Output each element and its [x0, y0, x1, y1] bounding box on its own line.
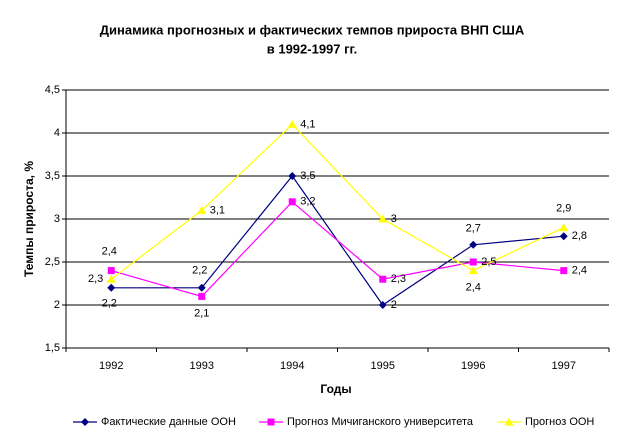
x-tick-label: 1994	[280, 360, 304, 372]
marker	[378, 301, 387, 309]
marker	[469, 240, 478, 249]
data-label: 3,5	[300, 170, 315, 182]
marker	[468, 266, 478, 275]
data-label: 2,8	[572, 230, 587, 242]
data-label: 2	[391, 299, 397, 311]
marker	[198, 292, 206, 300]
marker	[197, 205, 207, 214]
marker	[288, 172, 297, 180]
x-tick-label: 1993	[190, 360, 214, 372]
marker	[81, 418, 89, 426]
y-tick-label: 3	[54, 213, 60, 225]
chart-title: Динамика прогнозных и фактических темпов…	[100, 22, 525, 37]
marker	[560, 267, 568, 275]
y-tick-label: 3,5	[45, 170, 60, 182]
y-tick-label: 4,5	[45, 84, 60, 96]
legend-label: Фактические данные ООН	[101, 416, 236, 428]
marker	[107, 267, 115, 275]
data-label: 2,5	[481, 256, 496, 268]
marker	[504, 417, 514, 426]
data-label: 4,1	[300, 118, 315, 130]
marker	[287, 119, 297, 128]
x-tick-label: 1996	[461, 360, 485, 372]
marker	[559, 223, 569, 232]
data-label: 2,2	[102, 298, 117, 310]
chart-subtitle: в 1992-1997 гг.	[267, 41, 358, 56]
series-line	[110, 123, 565, 280]
marker	[107, 283, 116, 292]
data-label: 2,1	[194, 307, 209, 319]
data-label: 2,4	[466, 282, 481, 294]
marker	[559, 232, 568, 241]
marker	[197, 283, 206, 292]
data-label: 2,4	[102, 246, 117, 258]
x-axis-title: Годы	[320, 382, 351, 396]
y-tick-label: 4	[54, 127, 60, 139]
data-label: 3	[391, 213, 397, 225]
data-label: 2,4	[572, 265, 587, 277]
legend-label: Прогноз Мичиганского университета	[287, 416, 474, 428]
y-axis-title: Темпы прироста, %	[22, 161, 36, 277]
data-label: 3,1	[210, 204, 225, 216]
marker	[379, 275, 387, 283]
data-label: 2,7	[466, 223, 481, 235]
marker	[378, 214, 388, 223]
marker	[469, 258, 477, 266]
y-tick-label: 2	[54, 299, 60, 311]
marker	[106, 274, 116, 283]
data-label: 2,3	[88, 273, 103, 285]
data-label: 2,3	[391, 273, 406, 285]
data-label: 3,2	[300, 196, 315, 208]
marker	[288, 198, 296, 206]
x-tick-label: 1992	[99, 360, 123, 372]
y-tick-label: 1,5	[45, 342, 60, 354]
data-label: 2,9	[556, 203, 571, 215]
x-tick-label: 1997	[552, 360, 576, 372]
x-tick-label: 1995	[371, 360, 395, 372]
legend-label: Прогноз ООН	[525, 416, 594, 428]
data-label: 2,2	[192, 265, 207, 277]
y-tick-label: 2,5	[45, 256, 60, 268]
marker	[267, 418, 275, 426]
